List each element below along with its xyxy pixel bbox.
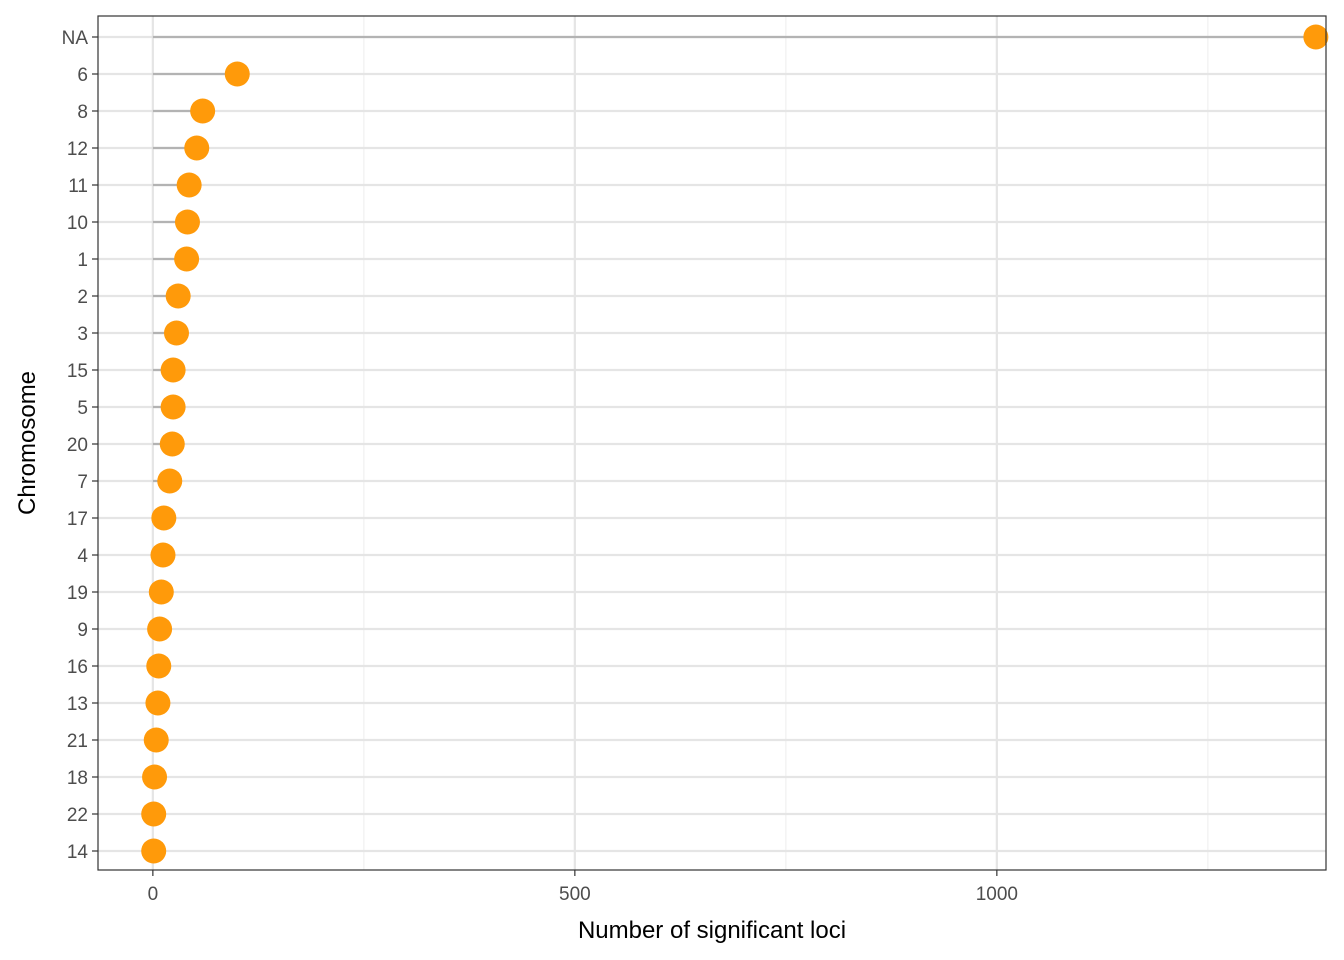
x-axis-title: Number of significant loci: [578, 917, 846, 944]
x-axis: 0 500 1000: [148, 870, 1018, 905]
data-point: [157, 468, 183, 494]
plot-border: [97, 15, 1327, 871]
data-point: [160, 357, 186, 383]
y-tick-label: 12: [67, 139, 88, 160]
x-tick-label: 500: [559, 884, 591, 905]
data-point: [159, 431, 185, 457]
data-point: [145, 690, 171, 716]
data-point: [148, 579, 174, 605]
y-tick-label: 11: [68, 176, 88, 197]
x-tick-label: 1000: [976, 884, 1018, 905]
y-tick-label: 20: [67, 435, 88, 456]
data-point: [141, 838, 167, 864]
data-point: [141, 801, 167, 827]
grid-lines: [98, 16, 1326, 870]
data-point: [184, 135, 210, 161]
data-point: [224, 61, 250, 87]
y-tick-label: 13: [67, 694, 88, 715]
y-tick-label: 5: [77, 398, 88, 419]
data-point: [190, 98, 216, 124]
y-tick-label: 8: [77, 102, 88, 123]
data-point: [150, 542, 176, 568]
data-point: [1303, 24, 1329, 50]
data-point: [143, 727, 169, 753]
data-point: [174, 246, 200, 272]
y-tick-label: 10: [67, 213, 88, 234]
y-tick-label: 16: [67, 657, 88, 678]
y-tick-label: 14: [67, 842, 89, 863]
data-point: [176, 172, 202, 198]
data-point: [151, 505, 177, 531]
data-point: [165, 283, 191, 309]
y-tick-label: 17: [67, 509, 88, 530]
data-point: [174, 209, 200, 235]
data-point: [163, 320, 189, 346]
y-tick-label: 18: [67, 768, 88, 789]
y-tick-label: 22: [67, 805, 88, 826]
y-tick-label: 2: [77, 287, 88, 308]
y-tick-label: NA: [62, 28, 89, 49]
y-tick-label: 9: [77, 620, 88, 641]
y-tick-label: 4: [77, 546, 88, 567]
y-tick-label: 7: [77, 472, 88, 493]
y-axis-title: Chromosome: [14, 371, 41, 515]
y-tick-label: 19: [67, 583, 88, 604]
data-point: [147, 616, 173, 642]
y-tick-label: 3: [77, 324, 88, 345]
data-point: [146, 653, 172, 679]
y-tick-label: 6: [77, 65, 88, 86]
data-point: [142, 764, 168, 790]
y-tick-label: 15: [67, 361, 88, 382]
y-tick-label: 21: [67, 731, 88, 752]
x-tick-label: 0: [148, 884, 159, 905]
lollipop-points: [141, 24, 1329, 864]
y-tick-label: 1: [77, 250, 88, 271]
data-point: [160, 394, 186, 420]
